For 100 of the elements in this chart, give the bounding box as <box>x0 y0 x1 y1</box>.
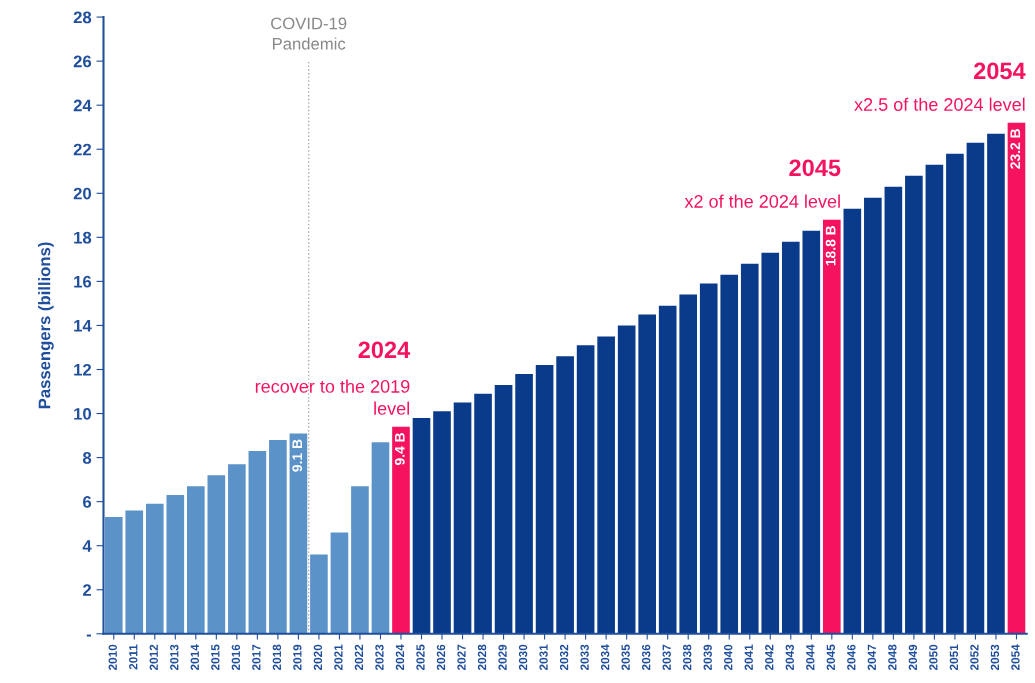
x-tick-label: 2053 <box>990 644 1000 671</box>
bar <box>884 186 903 634</box>
annotation: 2024 <box>358 341 411 359</box>
x-tick-label: 2032 <box>559 644 569 671</box>
x-tick-label: 2019 <box>293 644 302 671</box>
bar <box>474 393 492 634</box>
bar <box>638 314 656 634</box>
bar <box>843 208 862 634</box>
x-tick-label: 2043 <box>785 644 794 671</box>
x-tick-label: 2023 <box>375 644 384 671</box>
bar <box>905 175 923 634</box>
y-tick-label: 10 <box>74 407 92 420</box>
data-label: 18.8 B <box>825 225 836 266</box>
bar <box>597 336 615 634</box>
bar <box>515 373 533 634</box>
x-tick-label: 2034 <box>600 644 610 671</box>
data-label: 9.4 B <box>394 432 405 466</box>
y-tick-label: 4 <box>82 540 92 552</box>
x-tick-label: 2050 <box>929 644 938 671</box>
annotation: x2 of the 2024 level <box>684 194 840 208</box>
bar <box>269 439 287 634</box>
annotation: x2.5 of the 2024 level <box>854 97 1025 111</box>
bar <box>658 305 677 634</box>
y-tick-label: 14 <box>74 320 92 332</box>
bar <box>392 426 410 634</box>
x-tick-label: 2016 <box>231 644 241 671</box>
y-tick-label: 16 <box>74 275 92 288</box>
y-tick-label: 18 <box>74 231 92 244</box>
x-tick-label: 2039 <box>703 644 712 671</box>
x-tick-label: 2049 <box>908 644 918 671</box>
y-tick-label: 28 <box>73 11 92 24</box>
bar <box>145 503 164 634</box>
x-tick-label: 2024 <box>395 644 405 671</box>
x-tick-label: 2051 <box>949 644 959 671</box>
x-tick-label: 2042 <box>765 644 774 671</box>
y-tick-label: 22 <box>73 143 92 156</box>
x-tick-label: 2037 <box>662 644 671 671</box>
bar <box>556 356 574 634</box>
x-tick-label: 2044 <box>806 644 815 671</box>
bar <box>740 263 759 634</box>
y-tick-label: 24 <box>73 99 92 112</box>
y-tick-label: 2 <box>83 584 92 596</box>
bar <box>987 133 1005 634</box>
bar <box>433 411 451 634</box>
bar <box>248 451 267 634</box>
bar <box>310 554 328 634</box>
bar <box>781 241 800 634</box>
bar <box>351 486 369 634</box>
x-tick-label: 2021 <box>334 644 343 671</box>
x-tick-label: 2012 <box>149 644 158 671</box>
y-tick-label: 20 <box>73 187 92 200</box>
bar <box>617 325 636 634</box>
y-tick-label: 8 <box>82 452 92 464</box>
x-tick-label: 2041 <box>744 644 753 671</box>
bar <box>535 365 554 634</box>
bar <box>104 517 123 634</box>
y-tick-label: 26 <box>73 55 92 68</box>
x-tick-label: 2038 <box>683 644 692 671</box>
ref-line-label: COVID-19 Pandemic <box>271 17 347 50</box>
data-label: 23.2 B <box>1010 128 1021 169</box>
x-tick-label: 2013 <box>170 644 179 671</box>
bar <box>207 475 226 634</box>
bar <box>864 197 882 634</box>
bar <box>166 495 185 634</box>
bar <box>802 230 821 634</box>
x-tick-label: 2022 <box>354 644 364 671</box>
bar <box>925 164 944 634</box>
bar <box>289 433 308 634</box>
annotation: 2045 <box>789 159 841 177</box>
x-tick-label: 2045 <box>826 644 835 671</box>
x-tick-label: 2035 <box>621 644 630 671</box>
bar <box>412 417 431 634</box>
x-tick-label: 2033 <box>580 644 589 671</box>
bar <box>330 532 349 634</box>
bar <box>679 294 698 634</box>
bar <box>576 345 595 634</box>
bar <box>946 153 964 634</box>
bar <box>966 142 985 634</box>
bar <box>761 252 780 634</box>
x-tick-label: 2014 <box>190 644 199 671</box>
bar <box>823 219 841 634</box>
x-tick-label: 2026 <box>436 644 446 671</box>
bar <box>453 402 472 634</box>
y-axis-title: Passengers (billions) <box>38 242 54 409</box>
x-tick-label: 2054 <box>1011 644 1020 671</box>
x-tick-label: 2011 <box>129 644 138 670</box>
x-tick-label: 2015 <box>211 644 220 671</box>
y-tick-label: - <box>86 634 92 637</box>
x-tick-label: 2048 <box>888 644 897 671</box>
x-tick-label: 2020 <box>313 644 323 671</box>
data-label: 9.1 B <box>292 439 303 472</box>
x-tick-label: 2025 <box>416 644 425 671</box>
bar <box>187 486 205 634</box>
y-tick-label: 12 <box>74 363 92 376</box>
x-tick-label: 2036 <box>641 644 651 671</box>
annotation: 2054 <box>973 62 1026 80</box>
bar <box>699 283 718 634</box>
x-tick-label: 2030 <box>518 644 528 671</box>
bar <box>228 464 246 634</box>
x-tick-label: 2017 <box>252 644 261 671</box>
